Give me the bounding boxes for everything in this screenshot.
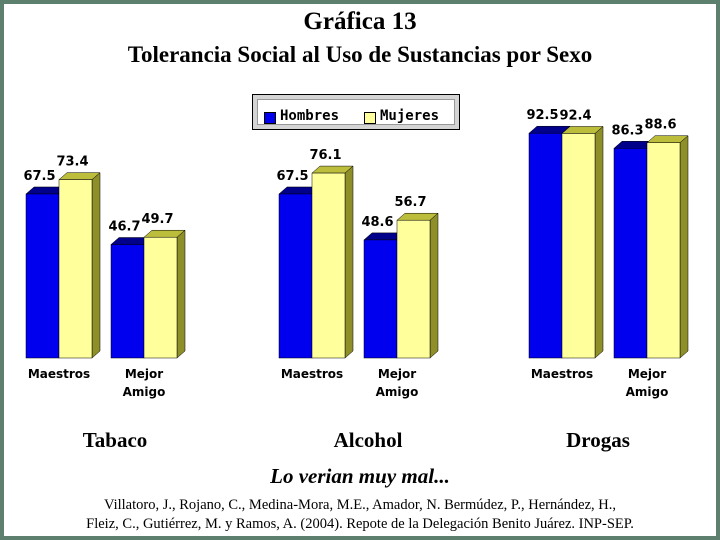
- category-label-alcohol-1-1: Amigo: [376, 385, 419, 399]
- data-label-drogas-mejor-amigo-mujeres: 88.6: [644, 118, 676, 133]
- bar-tabaco-maestros-mujeres: [58, 179, 93, 359]
- category-label-drogas-1-0: Mejor: [628, 367, 666, 381]
- bar-tabaco-mejor-amigo-hombres: [110, 244, 145, 359]
- bar-alcohol-mejor-amigo-mujeres: [396, 219, 431, 359]
- category-label-alcohol-1-0: Mejor: [378, 367, 416, 381]
- category-label-tabaco-1-0: Mejor: [125, 367, 163, 381]
- group-label-drogas: Drogas: [566, 428, 630, 452]
- bar-side-alcohol-maestros-mujeres: [344, 165, 354, 359]
- chart-note: Lo verian muy mal...: [270, 464, 450, 488]
- bar-alcohol-maestros-mujeres: [311, 172, 346, 359]
- category-label-drogas-0-0: Maestros: [531, 367, 593, 381]
- category-label-tabaco-0-0: Maestros: [28, 367, 90, 381]
- legend-swatch-mujeres: [364, 112, 376, 124]
- category-label-alcohol-0-0: Maestros: [281, 367, 343, 381]
- bar-tabaco-mejor-amigo-mujeres: [143, 236, 178, 359]
- bar-drogas-mejor-amigo-hombres: [613, 148, 648, 359]
- bar-drogas-maestros-hombres: [528, 132, 563, 359]
- data-label-alcohol-mejor-amigo-mujeres: 56.7: [394, 195, 426, 210]
- data-label-tabaco-maestros-mujeres: 73.4: [56, 155, 88, 170]
- bar-side-drogas-maestros-mujeres: [594, 125, 604, 359]
- bar-tabaco-maestros-hombres: [25, 193, 60, 359]
- citation-line-1: Villatoro, J., Rojano, C., Medina-Mora, …: [104, 497, 616, 513]
- bar-drogas-mejor-amigo-mujeres: [646, 142, 681, 359]
- bar-side-tabaco-maestros-mujeres: [91, 172, 101, 359]
- group-label-alcohol: Alcohol: [333, 428, 403, 452]
- bar-side-alcohol-mejor-amigo-mujeres: [429, 212, 439, 359]
- bar-side-tabaco-mejor-amigo-mujeres: [176, 229, 186, 359]
- chart-title: Tolerancia Social al Uso de Sustancias p…: [127, 42, 593, 67]
- legend-swatch-hombres: [264, 112, 276, 124]
- data-label-tabaco-mejor-amigo-mujeres: 49.7: [141, 212, 173, 227]
- category-label-drogas-1-1: Amigo: [626, 385, 669, 399]
- bar-drogas-maestros-mujeres: [561, 133, 596, 359]
- data-label-alcohol-maestros-hombres: 67.5: [276, 169, 308, 184]
- chart-title-number: Gráfica 13: [303, 8, 417, 35]
- data-label-drogas-maestros-hombres: 92.5: [526, 108, 558, 123]
- data-label-drogas-maestros-mujeres: 92.4: [559, 108, 591, 123]
- data-label-drogas-mejor-amigo-hombres: 86.3: [611, 123, 643, 138]
- group-label-tabaco: Tabaco: [82, 428, 148, 452]
- data-label-alcohol-mejor-amigo-hombres: 48.6: [361, 215, 393, 230]
- category-label-tabaco-1-1: Amigo: [123, 385, 166, 399]
- bar-alcohol-maestros-hombres: [278, 193, 313, 359]
- data-label-alcohol-maestros-mujeres: 76.1: [309, 148, 341, 163]
- citation-line-2: Fleiz, C., Gutiérrez, M. y Ramos, A. (20…: [86, 516, 634, 532]
- data-label-tabaco-mejor-amigo-hombres: 46.7: [108, 220, 140, 235]
- data-label-tabaco-maestros-hombres: 67.5: [23, 169, 55, 184]
- legend-label-hombres: Hombres: [280, 108, 340, 124]
- legend-label-mujeres: Mujeres: [380, 108, 440, 124]
- bar-alcohol-mejor-amigo-hombres: [363, 239, 398, 359]
- bar-side-drogas-mejor-amigo-mujeres: [679, 135, 689, 359]
- legend: Hombres Mujeres: [252, 94, 460, 130]
